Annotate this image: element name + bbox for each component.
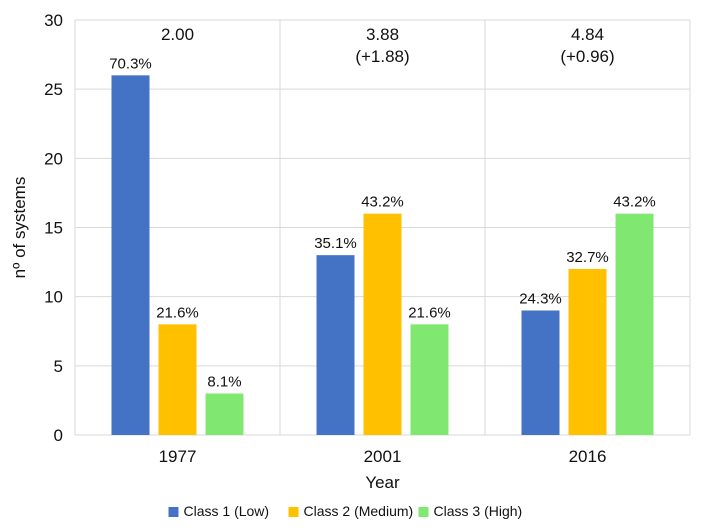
y-tick-label: 10 [44,288,63,307]
x-tick-label: 2016 [569,447,607,466]
bar [316,255,355,435]
legend-label: Class 2 (Medium) [304,503,414,519]
legend-swatch [418,507,429,517]
y-tick-label: 5 [54,357,63,376]
x-axis-title: Year [365,473,400,492]
y-tick-label: 20 [44,149,63,168]
bar-data-label: 70.3% [109,55,152,72]
legend-swatch [288,507,299,517]
y-tick-label: 25 [44,80,63,99]
bar [568,269,607,435]
bar [521,310,560,435]
x-tick-label: 1977 [159,447,197,466]
bar-data-label: 43.2% [613,194,656,211]
y-tick-label: 30 [44,11,63,30]
bar [158,324,197,435]
bar [205,393,244,435]
bar-data-label: 43.2% [361,194,404,211]
group-annotation: 3.88 [366,25,399,44]
group-annotation: (+1.88) [355,47,409,66]
bar-data-label: 32.7% [566,249,609,266]
legend-label: Class 1 (Low) [184,503,270,519]
x-tick-label: 2001 [364,447,402,466]
bar-data-label: 21.6% [156,304,199,321]
bar-data-label: 35.1% [314,235,357,252]
y-tick-label: 0 [54,426,63,445]
y-tick-label: 15 [44,219,63,238]
bar [410,324,449,435]
bar [363,213,402,435]
group-annotation: 4.84 [571,25,604,44]
bar-data-label: 21.6% [408,304,451,321]
group-annotation: (+0.96) [560,47,614,66]
legend-label: Class 3 (High) [434,503,523,519]
bar-data-label: 24.3% [519,291,562,308]
y-axis-title: nº of systems [10,177,29,279]
bar [615,213,654,435]
bar-data-label: 8.1% [207,374,241,391]
legend-swatch [168,507,179,517]
bar [111,75,150,435]
group-annotation: 2.00 [161,25,194,44]
